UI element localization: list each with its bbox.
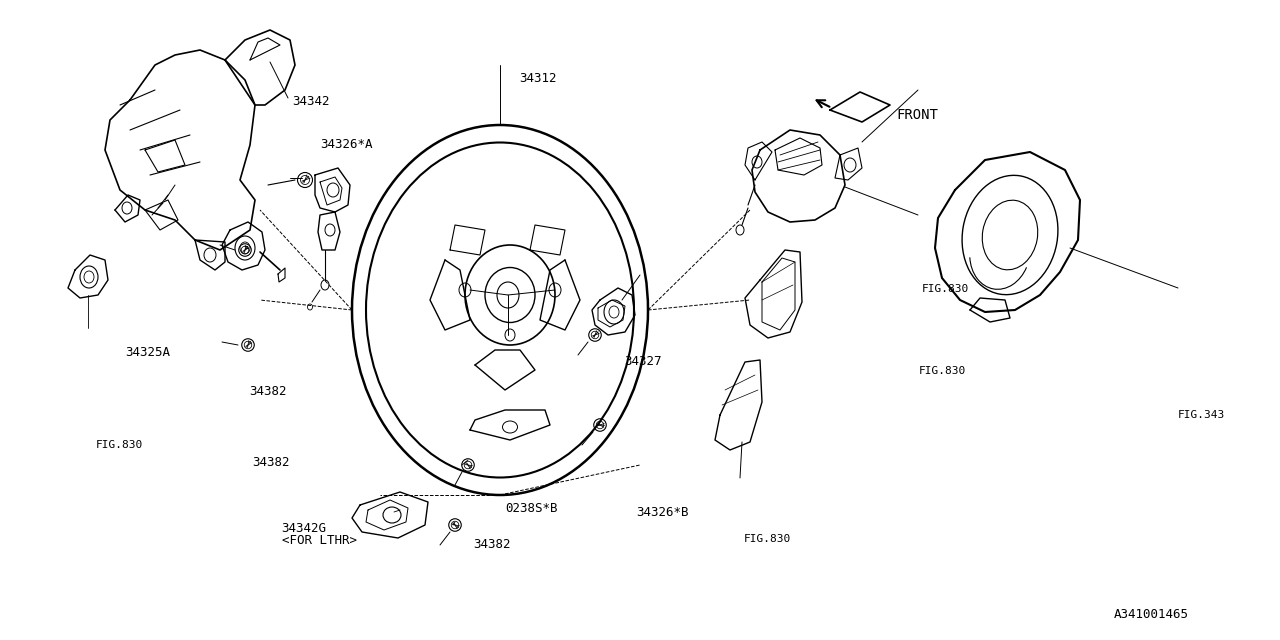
Text: 34342G: 34342G: [282, 522, 326, 534]
Text: 0238S*B: 0238S*B: [506, 502, 558, 515]
Text: 34327: 34327: [625, 355, 662, 368]
Text: 34326*B: 34326*B: [636, 506, 689, 518]
Text: 34312: 34312: [520, 72, 557, 84]
Text: 34382: 34382: [474, 538, 511, 550]
Text: 34326*A: 34326*A: [320, 138, 372, 150]
Text: FIG.830: FIG.830: [922, 284, 969, 294]
Text: A341001465: A341001465: [1114, 608, 1189, 621]
Text: 34342: 34342: [292, 95, 329, 108]
Text: FIG.830: FIG.830: [919, 366, 966, 376]
Text: FIG.830: FIG.830: [744, 534, 791, 544]
Text: 34382: 34382: [252, 456, 289, 468]
Text: 34325A: 34325A: [125, 346, 170, 358]
Text: <FOR LTHR>: <FOR LTHR>: [282, 534, 357, 547]
Text: 34382: 34382: [250, 385, 287, 398]
Text: FRONT: FRONT: [896, 108, 938, 122]
Text: FIG.830: FIG.830: [96, 440, 143, 450]
Text: FIG.343: FIG.343: [1178, 410, 1225, 420]
